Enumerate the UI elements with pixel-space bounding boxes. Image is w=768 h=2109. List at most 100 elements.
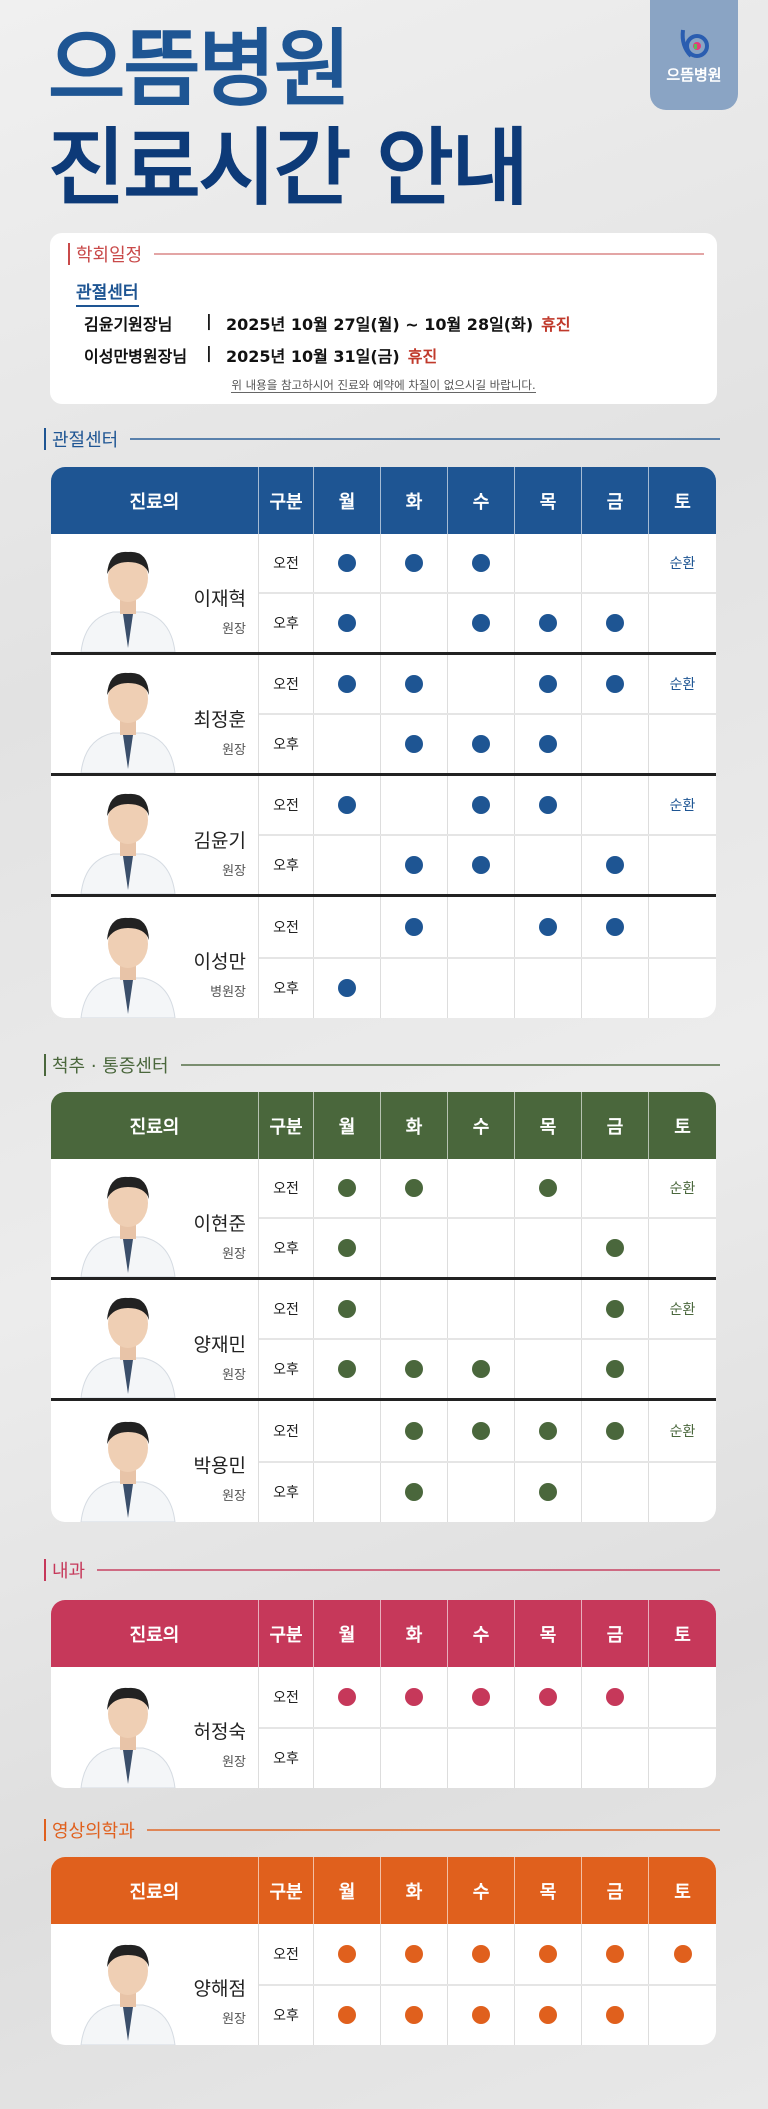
available-dot-icon [338, 979, 356, 998]
schedule-table: 진료의 구분 월 화 수 목 금 토 이재혁 원장 오전 순환 오후 최정훈 원장 오전 순환 오후 김윤기 원장 오전… [51, 467, 716, 1018]
period-label: 오전 [259, 1924, 314, 1984]
schedule-cell [582, 1985, 649, 2045]
schedule-cell [515, 1159, 582, 1217]
period-label: 오후 [259, 715, 314, 773]
schedule-row-pm: 오후 [259, 836, 716, 894]
schedule-cell: 순환 [649, 655, 716, 713]
schedule-cell [448, 1985, 515, 2045]
schedule-cell [649, 1667, 716, 1727]
section-title: 내과 [52, 1561, 86, 1582]
header-day: 수 [448, 1092, 515, 1159]
schedule-cell [314, 1985, 381, 2045]
schedule-cell [381, 715, 448, 773]
period-label: 오전 [259, 1401, 314, 1461]
available-dot-icon [405, 1360, 423, 1378]
schedule-row-am: 오전 순환 [259, 776, 716, 836]
schedule-cell [582, 715, 649, 773]
available-dot-icon [539, 735, 557, 753]
schedule-rows: 오전 오후 [259, 1667, 716, 1788]
schedule-rows: 오전 순환 오후 [259, 534, 716, 652]
schedule-cell [515, 715, 582, 773]
header-day: 목 [515, 1600, 582, 1667]
available-dot-icon [405, 2006, 423, 2025]
available-dot-icon [405, 917, 423, 936]
heading-line [180, 1064, 720, 1066]
available-dot-icon [472, 1687, 490, 1706]
schedule-row-am: 오전 [259, 1924, 716, 1986]
schedule-cell [448, 534, 515, 592]
header-period: 구분 [259, 467, 314, 534]
available-dot-icon [338, 614, 356, 632]
logo-mark-icon [680, 29, 709, 58]
section-title: 관절센터 [52, 430, 119, 451]
schedule-row-am: 오전 순환 [259, 534, 716, 594]
header-day: 목 [515, 1857, 582, 1924]
schedule-cell [448, 594, 515, 652]
period-label: 오전 [259, 1159, 314, 1217]
schedule-rows: 오전 순환 오후 [259, 776, 716, 894]
available-dot-icon [338, 796, 356, 814]
period-label: 오전 [259, 897, 314, 957]
period-label: 오후 [259, 594, 314, 652]
schedule-cell [582, 776, 649, 834]
schedule-rows: 오전 순환 오후 [259, 1280, 716, 1398]
schedule-cell [515, 1462, 582, 1522]
schedule-table: 진료의 구분 월 화 수 목 금 토 이현준 원장 오전 순환 오후 양재민 원장 오전 순환 오후 박용민 원장 오전… [51, 1092, 716, 1522]
logo-text: 으뜸병원 [666, 65, 722, 84]
schedule-cell [582, 836, 649, 894]
available-dot-icon [472, 796, 490, 814]
schedule-row-am: 오전 [259, 897, 716, 959]
available-dot-icon [338, 2006, 356, 2025]
doctor-name: 박용민 [193, 1455, 246, 1477]
available-dot-icon [405, 554, 423, 572]
schedule-cell [314, 1924, 381, 1984]
page-title-line1: 으뜸병원 [48, 20, 351, 118]
notice-status: 휴진 [407, 347, 438, 366]
doctor-photo [80, 672, 176, 773]
available-dot-icon [472, 735, 490, 753]
header-day: 월 [314, 1092, 381, 1159]
period-label: 오후 [259, 1219, 314, 1277]
schedule-cell [314, 1728, 381, 1788]
schedule-cell [515, 1667, 582, 1727]
doctor-position: 원장 [222, 743, 246, 758]
schedule-cell [448, 776, 515, 834]
doctor-block: 이성만 병원장 오전 오후 [51, 897, 716, 1018]
doctor-position: 원장 [222, 622, 246, 637]
header-day: 토 [674, 1881, 691, 1903]
schedule-cell [381, 655, 448, 713]
notice-row: 이성만병원장님 | 2025년 10월 31일(금) 휴진 [84, 343, 437, 367]
header-day: 화 [381, 467, 448, 534]
available-dot-icon [472, 1360, 490, 1378]
schedule-cell [515, 897, 582, 957]
doctor-position: 원장 [222, 1247, 246, 1262]
table-header: 진료의 구분 월 화 수 목 금 토 [51, 1092, 716, 1159]
schedule-cell [314, 1462, 381, 1522]
available-dot-icon [606, 1239, 624, 1257]
header-day: 목 [515, 1092, 582, 1159]
schedule-cell [582, 1401, 649, 1461]
period-label: 오전 [259, 1280, 314, 1338]
available-dot-icon [472, 614, 490, 632]
doctor-photo [80, 1297, 176, 1398]
doctor-photo [80, 917, 176, 1018]
schedule-cell [448, 836, 515, 894]
schedule-row-am: 오전 순환 [259, 655, 716, 715]
doctor-cell: 최정훈 원장 [51, 655, 259, 773]
available-dot-icon [338, 1687, 356, 1706]
schedule-cell [314, 1219, 381, 1277]
schedule-cell [515, 655, 582, 713]
schedule-cell [314, 655, 381, 713]
available-dot-icon [405, 1421, 423, 1440]
notice-center: 관절센터 [76, 278, 139, 307]
doctor-photo [80, 1176, 176, 1277]
available-dot-icon [606, 1360, 624, 1378]
schedule-cell [515, 1728, 582, 1788]
available-dot-icon [606, 1300, 624, 1318]
available-dot-icon [338, 1944, 356, 1963]
schedule-cell [582, 958, 649, 1018]
schedule-cell: 순환 [649, 1280, 716, 1338]
notice-card: 학회일정 관절센터 김윤기원장님 | 2025년 10월 27일(월) ~ 10… [50, 233, 717, 404]
period-label: 오전 [259, 655, 314, 713]
